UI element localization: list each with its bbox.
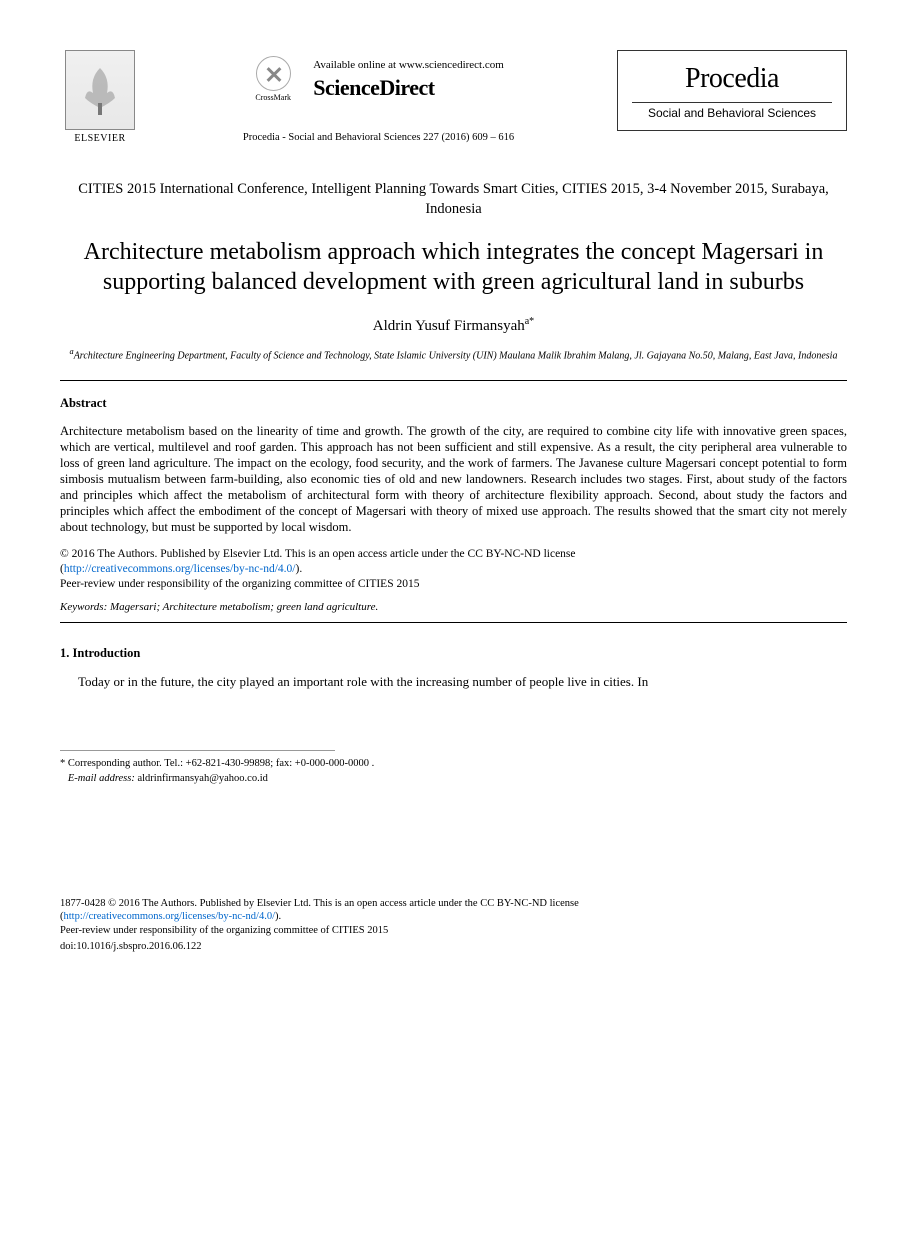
crossmark-icon	[256, 56, 291, 91]
footer-peer-review: Peer-review under responsibility of the …	[60, 925, 388, 936]
peer-review-text: Peer-review under responsibility of the …	[60, 578, 419, 590]
affiliation: aArchitecture Engineering Department, Fa…	[60, 347, 847, 362]
crossmark-badge[interactable]: CrossMark	[253, 55, 293, 105]
footer-license-link[interactable]: http://creativecommons.org/licenses/by-n…	[64, 911, 276, 922]
journal-citation: Procedia - Social and Behavioral Science…	[243, 131, 514, 145]
email-label: E-mail address:	[68, 773, 135, 784]
elsevier-logo-block: ELSEVIER	[60, 50, 140, 145]
corresponding-author-content: * Corresponding author. Tel.: +62-821-43…	[60, 757, 847, 786]
footer-copyright: 1877-0428 © 2016 The Authors. Published …	[60, 897, 847, 938]
procedia-title: Procedia	[632, 61, 832, 103]
corresponding-line1: * Corresponding author. Tel.: +62-821-43…	[60, 758, 374, 769]
author-name-text: Aldrin Yusuf Firmansyah	[373, 318, 525, 334]
conference-info: CITIES 2015 International Conference, In…	[60, 180, 847, 219]
header-center: CrossMark Available online at www.scienc…	[140, 50, 617, 145]
header-row: ELSEVIER CrossMark Available online at w…	[60, 50, 847, 145]
divider-bottom	[60, 622, 847, 623]
footer-line1: 1877-0428 © 2016 The Authors. Published …	[60, 898, 579, 909]
copyright-block: © 2016 The Authors. Published by Elsevie…	[60, 547, 847, 592]
paper-title: Architecture metabolism approach which i…	[60, 237, 847, 297]
corresponding-author-block	[60, 750, 335, 757]
doi-line: doi:10.1016/j.sbspro.2016.06.122	[60, 940, 847, 954]
procedia-subtitle: Social and Behavioral Sciences	[632, 106, 832, 122]
copyright-line1: © 2016 The Authors. Published by Elsevie…	[60, 548, 576, 560]
email-value: aldrinfirmansyah@yahoo.co.id	[135, 773, 268, 784]
keywords-text: Magersari; Architecture metabolism; gree…	[107, 601, 378, 613]
intro-heading: 1. Introduction	[60, 645, 847, 661]
keywords-line: Keywords: Magersari; Architecture metabo…	[60, 600, 847, 614]
crossmark-row: CrossMark Available online at www.scienc…	[253, 55, 504, 105]
keywords-label: Keywords:	[60, 601, 107, 613]
elsevier-icon	[75, 63, 125, 118]
procedia-logo-block: Procedia Social and Behavioral Sciences	[617, 50, 847, 131]
available-sciencedirect: Available online at www.sciencedirect.co…	[313, 58, 504, 103]
license-link[interactable]: http://creativecommons.org/licenses/by-n…	[64, 563, 296, 575]
author-marker: a*	[525, 316, 534, 327]
affiliation-text: Architecture Engineering Department, Fac…	[74, 350, 838, 361]
elsevier-tree-icon	[65, 50, 135, 130]
intro-paragraph: Today or in the future, the city played …	[60, 674, 847, 691]
elsevier-label: ELSEVIER	[74, 132, 125, 145]
divider-top	[60, 380, 847, 381]
sciencedirect-logo: ScienceDirect	[313, 74, 504, 103]
author-name: Aldrin Yusuf Firmansyaha*	[60, 315, 847, 337]
available-online-text: Available online at www.sciencedirect.co…	[313, 58, 504, 72]
abstract-heading: Abstract	[60, 395, 847, 411]
abstract-text: Architecture metabolism based on the lin…	[60, 423, 847, 535]
crossmark-label: CrossMark	[255, 93, 291, 103]
